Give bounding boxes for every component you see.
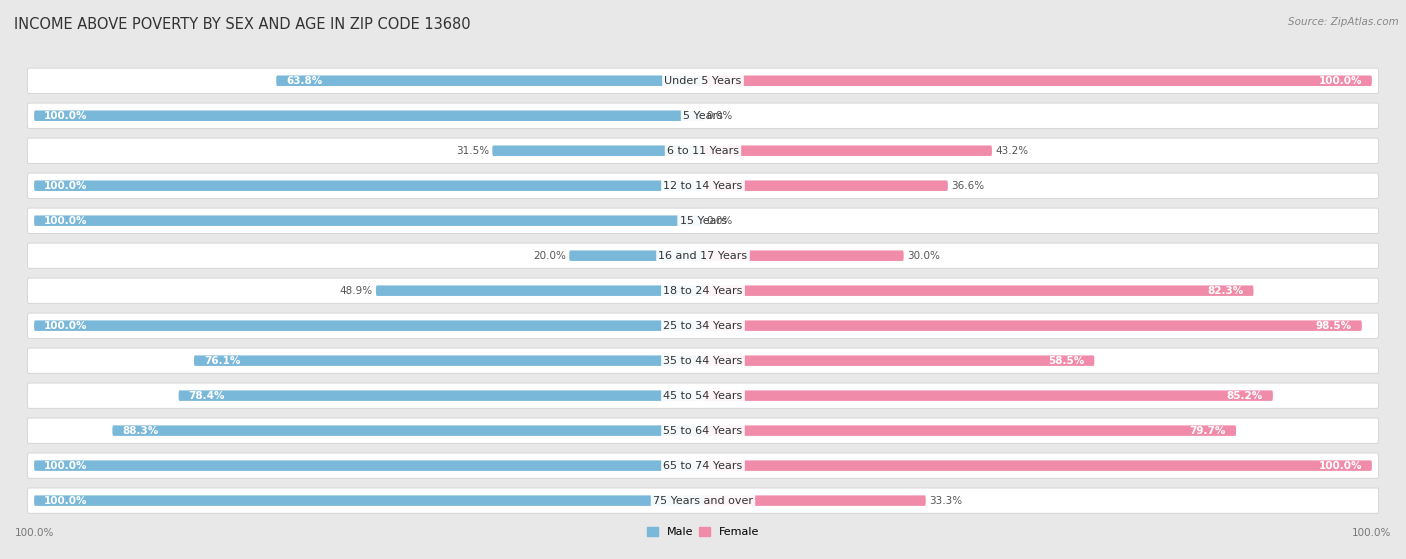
FancyBboxPatch shape (703, 181, 948, 191)
Text: 100.0%: 100.0% (44, 181, 87, 191)
Text: 48.9%: 48.9% (339, 286, 373, 296)
FancyBboxPatch shape (703, 390, 1272, 401)
FancyBboxPatch shape (703, 75, 1372, 86)
FancyBboxPatch shape (28, 68, 1378, 93)
FancyBboxPatch shape (112, 425, 703, 436)
Text: 18 to 24 Years: 18 to 24 Years (664, 286, 742, 296)
Text: 78.4%: 78.4% (188, 391, 225, 401)
Text: 100.0%: 100.0% (1319, 75, 1362, 86)
FancyBboxPatch shape (28, 348, 1378, 373)
Text: 100.0%: 100.0% (44, 216, 87, 226)
Text: 75 Years and over: 75 Years and over (652, 496, 754, 506)
Text: 100.0%: 100.0% (1319, 461, 1362, 471)
Text: 25 to 34 Years: 25 to 34 Years (664, 321, 742, 331)
Text: 55 to 64 Years: 55 to 64 Years (664, 425, 742, 435)
FancyBboxPatch shape (179, 390, 703, 401)
Text: Source: ZipAtlas.com: Source: ZipAtlas.com (1288, 17, 1399, 27)
FancyBboxPatch shape (34, 461, 703, 471)
FancyBboxPatch shape (569, 250, 703, 261)
Text: 30.0%: 30.0% (907, 250, 939, 260)
Text: 88.3%: 88.3% (122, 425, 159, 435)
FancyBboxPatch shape (28, 453, 1378, 479)
FancyBboxPatch shape (28, 173, 1378, 198)
Text: 65 to 74 Years: 65 to 74 Years (664, 461, 742, 471)
Text: 15 Years: 15 Years (679, 216, 727, 226)
FancyBboxPatch shape (276, 75, 703, 86)
Text: 33.3%: 33.3% (929, 496, 962, 506)
Text: 79.7%: 79.7% (1189, 425, 1226, 435)
FancyBboxPatch shape (28, 313, 1378, 338)
Text: 100.0%: 100.0% (44, 111, 87, 121)
FancyBboxPatch shape (28, 138, 1378, 163)
FancyBboxPatch shape (703, 356, 1094, 366)
FancyBboxPatch shape (28, 488, 1378, 513)
FancyBboxPatch shape (34, 495, 703, 506)
Legend: Male, Female: Male, Female (643, 523, 763, 542)
Text: 5 Years: 5 Years (683, 111, 723, 121)
Text: 6 to 11 Years: 6 to 11 Years (666, 146, 740, 156)
FancyBboxPatch shape (703, 286, 1254, 296)
Text: 63.8%: 63.8% (287, 75, 322, 86)
Text: 45 to 54 Years: 45 to 54 Years (664, 391, 742, 401)
FancyBboxPatch shape (375, 286, 703, 296)
Text: 100.0%: 100.0% (44, 496, 87, 506)
Text: INCOME ABOVE POVERTY BY SEX AND AGE IN ZIP CODE 13680: INCOME ABOVE POVERTY BY SEX AND AGE IN Z… (14, 17, 471, 32)
Text: Under 5 Years: Under 5 Years (665, 75, 741, 86)
Text: 20.0%: 20.0% (533, 250, 565, 260)
Text: 16 and 17 Years: 16 and 17 Years (658, 250, 748, 260)
Text: 100.0%: 100.0% (44, 461, 87, 471)
FancyBboxPatch shape (703, 320, 1362, 331)
FancyBboxPatch shape (28, 383, 1378, 408)
FancyBboxPatch shape (34, 320, 703, 331)
FancyBboxPatch shape (194, 356, 703, 366)
FancyBboxPatch shape (703, 250, 904, 261)
FancyBboxPatch shape (34, 215, 703, 226)
Text: 35 to 44 Years: 35 to 44 Years (664, 356, 742, 366)
FancyBboxPatch shape (28, 103, 1378, 129)
FancyBboxPatch shape (28, 208, 1378, 233)
FancyBboxPatch shape (34, 181, 703, 191)
Text: 82.3%: 82.3% (1208, 286, 1243, 296)
Text: 31.5%: 31.5% (456, 146, 489, 156)
FancyBboxPatch shape (492, 145, 703, 156)
FancyBboxPatch shape (703, 145, 993, 156)
FancyBboxPatch shape (28, 243, 1378, 268)
Text: 0.0%: 0.0% (706, 216, 733, 226)
Text: 98.5%: 98.5% (1316, 321, 1351, 331)
Text: 12 to 14 Years: 12 to 14 Years (664, 181, 742, 191)
Text: 76.1%: 76.1% (204, 356, 240, 366)
FancyBboxPatch shape (28, 278, 1378, 304)
Text: 58.5%: 58.5% (1047, 356, 1084, 366)
Text: 0.0%: 0.0% (706, 111, 733, 121)
FancyBboxPatch shape (703, 495, 925, 506)
Text: 43.2%: 43.2% (995, 146, 1028, 156)
Text: 36.6%: 36.6% (950, 181, 984, 191)
FancyBboxPatch shape (703, 461, 1372, 471)
FancyBboxPatch shape (703, 425, 1236, 436)
FancyBboxPatch shape (28, 418, 1378, 443)
FancyBboxPatch shape (34, 111, 703, 121)
Text: 85.2%: 85.2% (1226, 391, 1263, 401)
Text: 100.0%: 100.0% (44, 321, 87, 331)
